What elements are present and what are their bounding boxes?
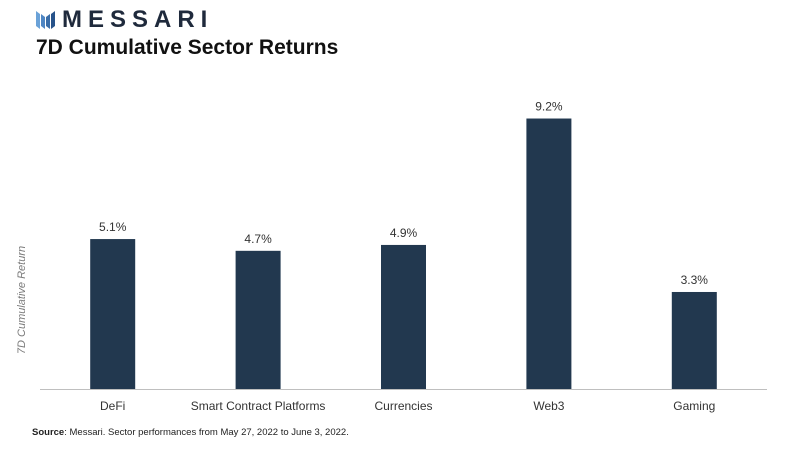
bar-2 [381, 244, 426, 389]
bar-1 [235, 250, 281, 389]
x-tick-label-2: Currencies [374, 399, 432, 413]
bar-4 [671, 291, 717, 389]
x-tick-label-1: Smart Contract Platforms [191, 399, 326, 413]
bar-0 [90, 239, 136, 389]
bar-3 [526, 118, 572, 390]
data-label-2: 4.9% [390, 226, 418, 240]
data-label-1: 4.7% [244, 232, 272, 246]
data-label-0: 5.1% [99, 220, 127, 234]
chart-title: 7D Cumulative Sector Returns [36, 36, 339, 59]
source-note: Source: Messari. Sector performances fro… [32, 427, 349, 438]
source-text: : Messari. Sector performances from May … [64, 427, 349, 438]
brand-header: MESSARI [36, 8, 213, 32]
messari-logo-icon [36, 11, 55, 29]
x-tick-label-4: Gaming [673, 399, 715, 413]
data-label-3: 9.2% [535, 100, 563, 114]
brand-name: MESSARI [62, 6, 214, 33]
source-label: Source [32, 427, 65, 438]
x-tick-label-3: Web3 [533, 399, 564, 413]
x-tick-label-0: DeFi [100, 399, 125, 413]
data-label-4: 3.3% [681, 273, 709, 287]
